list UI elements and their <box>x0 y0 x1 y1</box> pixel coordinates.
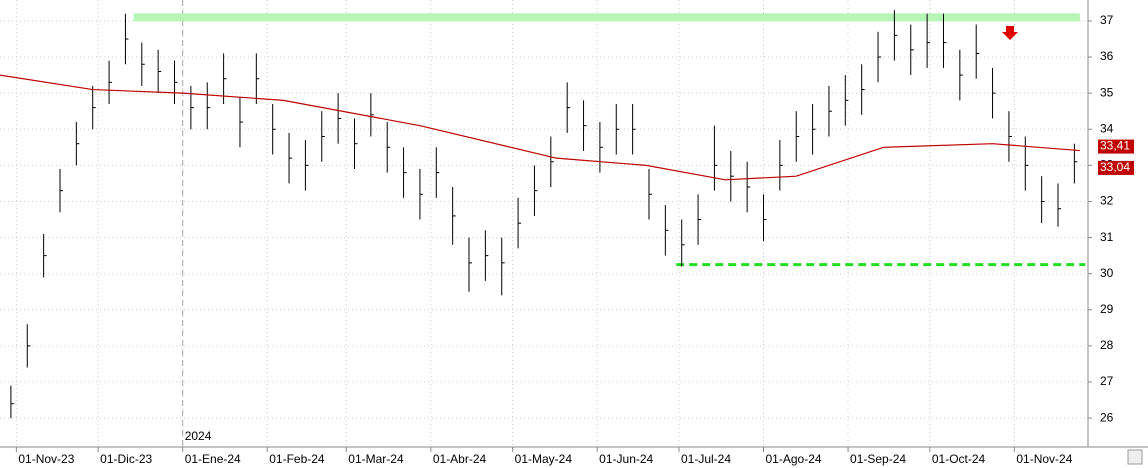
y-tick-label: 28 <box>1100 338 1114 352</box>
y-tick-label: 35 <box>1100 85 1114 99</box>
price-label-box <box>1098 160 1134 175</box>
x-tick-label: 01-Jun-24 <box>599 452 653 466</box>
price-label: 33,41 <box>1100 139 1130 153</box>
y-tick-label: 26 <box>1100 410 1114 424</box>
y-tick-label: 36 <box>1100 49 1114 63</box>
x-tick-label: 01-May-24 <box>515 452 573 466</box>
y-tick-label: 37 <box>1100 13 1114 27</box>
y-tick-label: 34 <box>1100 121 1114 135</box>
down-arrow <box>1002 26 1018 40</box>
x-tick-label: 01-Jul-24 <box>681 452 731 466</box>
x-tick-label: 01-Sep-24 <box>850 452 906 466</box>
x-tick-label: 01-Ene-24 <box>185 452 241 466</box>
corner-button[interactable] <box>1127 449 1143 465</box>
resistance-band <box>133 13 1080 22</box>
x-tick-label: 01-Ago-24 <box>766 452 822 466</box>
x-tick-label: 01-Mar-24 <box>348 452 404 466</box>
x-tick-label: 01-Oct-24 <box>932 452 986 466</box>
y-tick-label: 29 <box>1100 302 1114 316</box>
price-label: 33,04 <box>1100 160 1130 174</box>
y-tick-label: 32 <box>1100 194 1114 208</box>
moving-average <box>0 74 1080 181</box>
x-tick-label: 01-Dic-23 <box>100 452 152 466</box>
x-tick-label: 01-Nov-24 <box>1016 452 1072 466</box>
x-tick-label: 01-Abr-24 <box>433 452 487 466</box>
price-label-box <box>1098 139 1134 154</box>
y-tick-label: 30 <box>1100 266 1114 280</box>
year-label: 2024 <box>185 429 212 443</box>
x-tick-label: 01-Nov-23 <box>18 452 74 466</box>
y-tick-label: 27 <box>1100 374 1114 388</box>
x-tick-label: 01-Feb-24 <box>269 452 325 466</box>
y-tick-label: 31 <box>1100 230 1114 244</box>
